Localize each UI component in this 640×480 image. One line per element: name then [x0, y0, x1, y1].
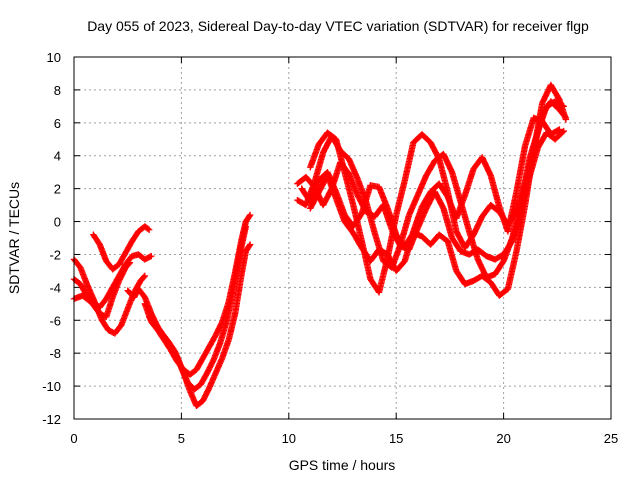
y-axis-label: SDTVAR / TECUs — [6, 182, 22, 294]
data-point — [242, 223, 250, 230]
chart-title: Day 055 of 2023, Sidereal Day-to-day VTE… — [87, 18, 589, 34]
x-tick-label: 5 — [178, 431, 185, 446]
y-tick-label: 0 — [54, 215, 61, 230]
data-point — [246, 241, 254, 248]
data-point — [559, 128, 566, 136]
y-tick-label: -8 — [49, 346, 61, 361]
y-tick-label: 4 — [54, 149, 61, 164]
data-point — [145, 226, 153, 233]
plot-frame — [73, 56, 612, 420]
series-track-3 — [90, 223, 153, 273]
data-point — [146, 253, 154, 260]
data-point — [562, 116, 570, 123]
data-point — [148, 252, 155, 260]
series-track-5 — [124, 241, 254, 410]
series-track-4 — [70, 251, 155, 311]
series-track-12 — [307, 114, 563, 275]
y-tick-label: -12 — [42, 412, 61, 427]
data-point — [140, 273, 148, 281]
x-tick-label: 15 — [389, 431, 403, 446]
data-point — [141, 272, 149, 280]
x-tick-label: 20 — [496, 431, 510, 446]
x-tick-label: 0 — [70, 431, 77, 446]
x-tick-label: 10 — [282, 431, 296, 446]
y-tick-label: 2 — [54, 182, 61, 197]
y-tick-label: 8 — [54, 83, 61, 98]
y-tick-label: -2 — [49, 247, 61, 262]
x-axis-label: GPS time / hours — [289, 457, 396, 473]
y-tick-label: 10 — [47, 50, 61, 65]
y-tick-label: 6 — [54, 116, 61, 131]
data-point — [555, 126, 562, 134]
x-tick-label: 25 — [604, 431, 618, 446]
data-point — [560, 127, 567, 135]
data-point — [144, 225, 152, 233]
series-track-7 — [145, 223, 250, 393]
data-point — [246, 242, 253, 249]
y-tick-label: -6 — [49, 313, 61, 328]
data-point — [246, 211, 254, 219]
data-point — [556, 126, 563, 133]
series-layer — [70, 81, 570, 410]
y-tick-label: -10 — [42, 379, 61, 394]
data-point — [246, 212, 253, 220]
y-tick-label: -4 — [49, 280, 61, 295]
